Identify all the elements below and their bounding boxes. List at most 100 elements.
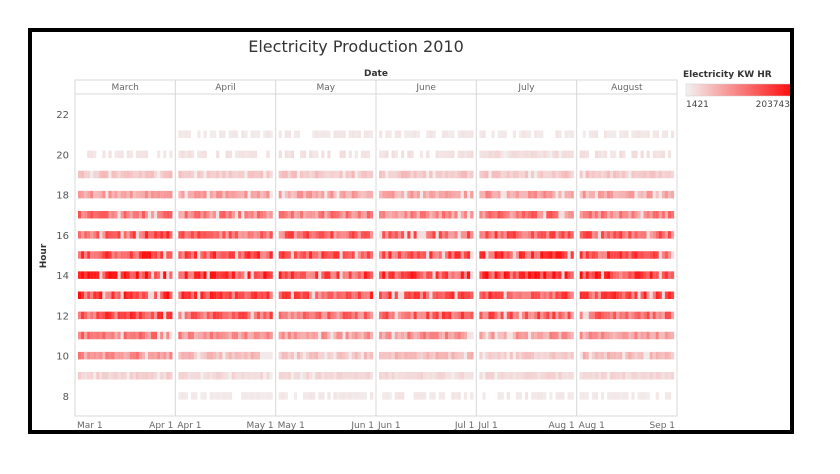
heatmap-cell [303,271,307,279]
heatmap-cell [342,211,346,219]
heatmap-cell [96,231,100,239]
heatmap-cell [369,351,374,360]
heatmap-cell [494,372,498,380]
heatmap-cell [200,170,204,179]
heatmap-cell [555,291,559,299]
heatmap-cell [231,291,236,299]
heatmap-cell [87,190,91,199]
heatmap-cell [379,130,383,138]
heatmap-cell [537,271,541,279]
heatmap-cell [426,372,430,380]
heatmap-cell [253,150,258,159]
heatmap-cell [561,291,565,299]
heatmap-cell [419,331,424,340]
heatmap-cell [613,211,617,219]
heatmap-cell [397,372,402,380]
heatmap-cell [619,291,623,299]
heatmap-cell [216,372,220,380]
heatmap-cell [410,311,414,320]
heatmap-cell [126,190,130,199]
heatmap-cell [90,351,94,360]
heatmap-cell [429,251,433,259]
heatmap-cell [594,211,599,219]
heatmap-cell [163,331,167,340]
heatmap-cell [290,351,295,360]
heatmap-cell [497,291,501,299]
heatmap-cell [637,190,641,199]
heatmap-cell [151,291,155,299]
heatmap-cell [260,231,264,239]
heatmap-cell [534,251,538,259]
heatmap-cell [363,392,368,400]
heatmap-cell [169,211,173,219]
heatmap-cell [129,231,133,239]
heatmap-cell [634,190,638,199]
heatmap-cell [135,271,140,279]
heatmap-cell [303,211,307,219]
heatmap-cell [90,170,94,179]
heatmap-cell [99,231,103,239]
heatmap-cell [454,351,458,360]
heatmap-cell [537,351,541,360]
heatmap-cell [441,170,446,179]
heatmap-cell [524,372,529,380]
heatmap-cell [652,231,656,239]
heatmap-cell [585,372,589,380]
heatmap-cell [497,190,501,199]
heatmap-cell [160,372,164,380]
heatmap-cell [625,392,629,400]
heatmap-cell [303,150,307,159]
heatmap-cell [84,190,88,199]
heatmap-cell [537,392,541,400]
heatmap-cell [506,372,510,380]
heatmap-cell [460,311,465,320]
heatmap-cell [278,150,282,159]
heatmap-cell [105,311,109,320]
heatmap-cell [625,130,629,138]
heatmap-cell [655,170,659,179]
heatmap-cell [111,372,115,380]
heatmap-cell [518,331,523,340]
heatmap-cell [105,251,109,259]
heatmap-cell [643,392,647,400]
heatmap-cell [419,392,424,400]
heatmap-cell [250,231,254,239]
heatmap-cell [512,130,516,138]
heatmap-cell [479,170,483,179]
heatmap-cell [570,392,574,400]
heatmap-cell [631,251,635,259]
heatmap-cell [470,291,474,299]
heatmap-cell [263,170,267,179]
heatmap-cell [234,231,239,239]
heatmap-cell [664,170,669,179]
heatmap-cell [256,291,261,299]
heatmap-cell [503,251,507,259]
heatmap-cell [318,311,322,320]
heatmap-cell [467,170,471,179]
heatmap-cell [336,372,340,380]
heatmap-cell [306,291,310,299]
heatmap-cell [132,190,136,199]
heatmap-cell [160,251,164,259]
heatmap-cell [290,331,295,340]
heatmap-cell [151,251,155,259]
heatmap-cell [209,311,214,320]
heatmap-cell [200,372,204,380]
heatmap-cell [379,231,383,239]
heatmap-cell [330,231,334,239]
heatmap-cell [604,331,608,340]
heatmap-cell [266,351,270,360]
heatmap-cell [401,331,405,340]
heatmap-cell [457,170,461,179]
heatmap-cell [397,170,402,179]
heatmap-cell [585,392,589,400]
heatmap-cell [531,170,535,179]
heatmap-cell [445,231,449,239]
heatmap-cell [460,211,465,219]
heatmap-cell [426,130,430,138]
heatmap-cell [200,231,204,239]
heatmap-cell [166,170,170,179]
heatmap-cell [604,211,608,219]
heatmap-cell [87,271,91,279]
heatmap-cell [419,170,424,179]
